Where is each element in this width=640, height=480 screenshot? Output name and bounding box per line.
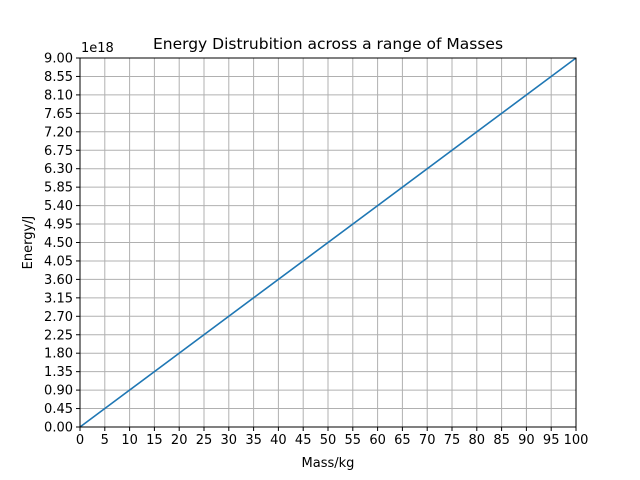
y-tick-label: 3.60	[44, 273, 73, 288]
y-tick-label: 2.70	[44, 310, 73, 325]
y-axis-label: Energy/J	[21, 216, 36, 270]
x-tick-label: 30	[221, 433, 238, 448]
y-tick-label: 1.80	[44, 347, 73, 362]
y-tick-label: 4.50	[44, 236, 73, 251]
y-offset-label: 1e18	[81, 41, 114, 56]
x-tick-label: 85	[493, 433, 510, 448]
y-tick-label: 7.65	[44, 107, 73, 122]
x-axis-label: Mass/kg	[302, 456, 355, 471]
x-tick-label: 45	[295, 433, 312, 448]
grid-layer	[79, 57, 577, 428]
x-tick-label: 60	[369, 433, 386, 448]
x-tick-label: 95	[543, 433, 560, 448]
x-tick-label: 10	[121, 433, 138, 448]
y-tick-label: 0.90	[44, 384, 73, 399]
y-tick-label: 0.00	[44, 421, 73, 436]
y-tick-label: 5.85	[44, 181, 73, 196]
y-tick-label: 8.55	[44, 70, 73, 85]
x-tick-label: 75	[444, 433, 461, 448]
y-tick-label: 9.00	[44, 52, 73, 67]
y-tick-label: 5.40	[44, 199, 73, 214]
y-tick-label: 6.30	[44, 162, 73, 177]
x-tick-label: 35	[245, 433, 262, 448]
x-tick-label: 25	[196, 433, 213, 448]
x-tick-label: 55	[345, 433, 362, 448]
x-tick-label: 0	[76, 433, 84, 448]
x-tick-label: 40	[270, 433, 287, 448]
y-tick-label: 1.35	[44, 365, 73, 380]
y-tick-label: 7.20	[44, 125, 73, 140]
y-tick-label: 4.95	[44, 218, 73, 233]
y-tick-label: 4.05	[44, 254, 73, 269]
x-tick-label: 100	[564, 433, 589, 448]
series-line	[79, 57, 577, 428]
series-layer	[79, 57, 577, 428]
x-tick-label: 50	[320, 433, 337, 448]
y-tick-label: 6.75	[44, 144, 73, 159]
y-tick-label: 8.10	[44, 88, 73, 103]
x-tick-label: 80	[469, 433, 486, 448]
tick-layer: 0 5 10 15 20 25 30 35 40 45 50 55 60 65 70 75 80 85 90 95 10…	[44, 52, 588, 449]
y-tick-label: 2.25	[44, 328, 73, 343]
x-tick-label: 65	[394, 433, 411, 448]
x-tick-label: 5	[101, 433, 109, 448]
x-tick-label: 90	[518, 433, 535, 448]
x-tick-label: 70	[419, 433, 436, 448]
x-tick-label: 15	[146, 433, 163, 448]
y-tick-label: 3.15	[44, 291, 73, 306]
chart-title: Energy Distrubition across a range of Ma…	[153, 35, 503, 53]
x-tick-label: 20	[171, 433, 188, 448]
y-tick-label: 0.45	[44, 402, 73, 417]
